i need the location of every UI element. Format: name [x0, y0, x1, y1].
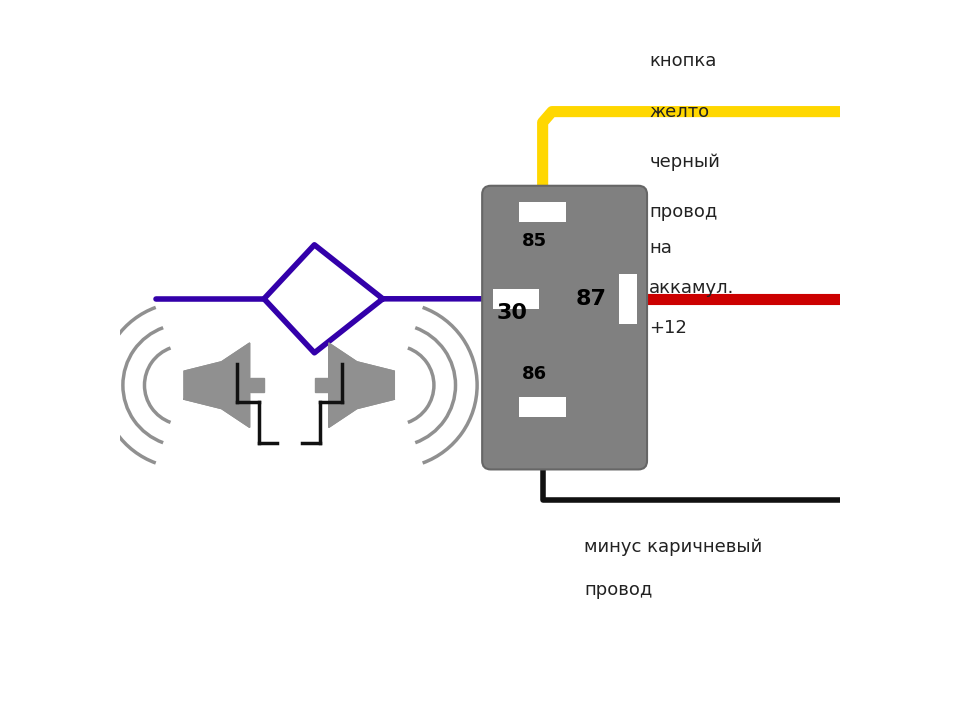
Polygon shape: [250, 378, 264, 392]
Polygon shape: [328, 343, 395, 427]
Text: провод: провод: [585, 582, 653, 599]
Text: 87: 87: [576, 289, 607, 309]
Bar: [519, 397, 566, 417]
Text: на: на: [649, 239, 672, 257]
Text: кнопка: кнопка: [649, 52, 716, 70]
FancyBboxPatch shape: [482, 186, 647, 469]
Circle shape: [188, 375, 208, 395]
Circle shape: [370, 375, 391, 395]
Text: провод: провод: [649, 203, 717, 222]
Bar: [619, 274, 637, 324]
Text: +12: +12: [649, 318, 687, 337]
Text: 85: 85: [521, 232, 546, 250]
Text: 86: 86: [521, 366, 546, 383]
Bar: [492, 289, 540, 309]
Bar: [519, 202, 566, 222]
Text: черный: черный: [649, 153, 720, 171]
Polygon shape: [184, 343, 250, 427]
Text: 30: 30: [497, 303, 528, 323]
Polygon shape: [315, 378, 328, 392]
Text: минус каричневый: минус каричневый: [585, 539, 762, 556]
Text: желто: желто: [649, 102, 709, 120]
Text: аккамул.: аккамул.: [649, 279, 734, 297]
